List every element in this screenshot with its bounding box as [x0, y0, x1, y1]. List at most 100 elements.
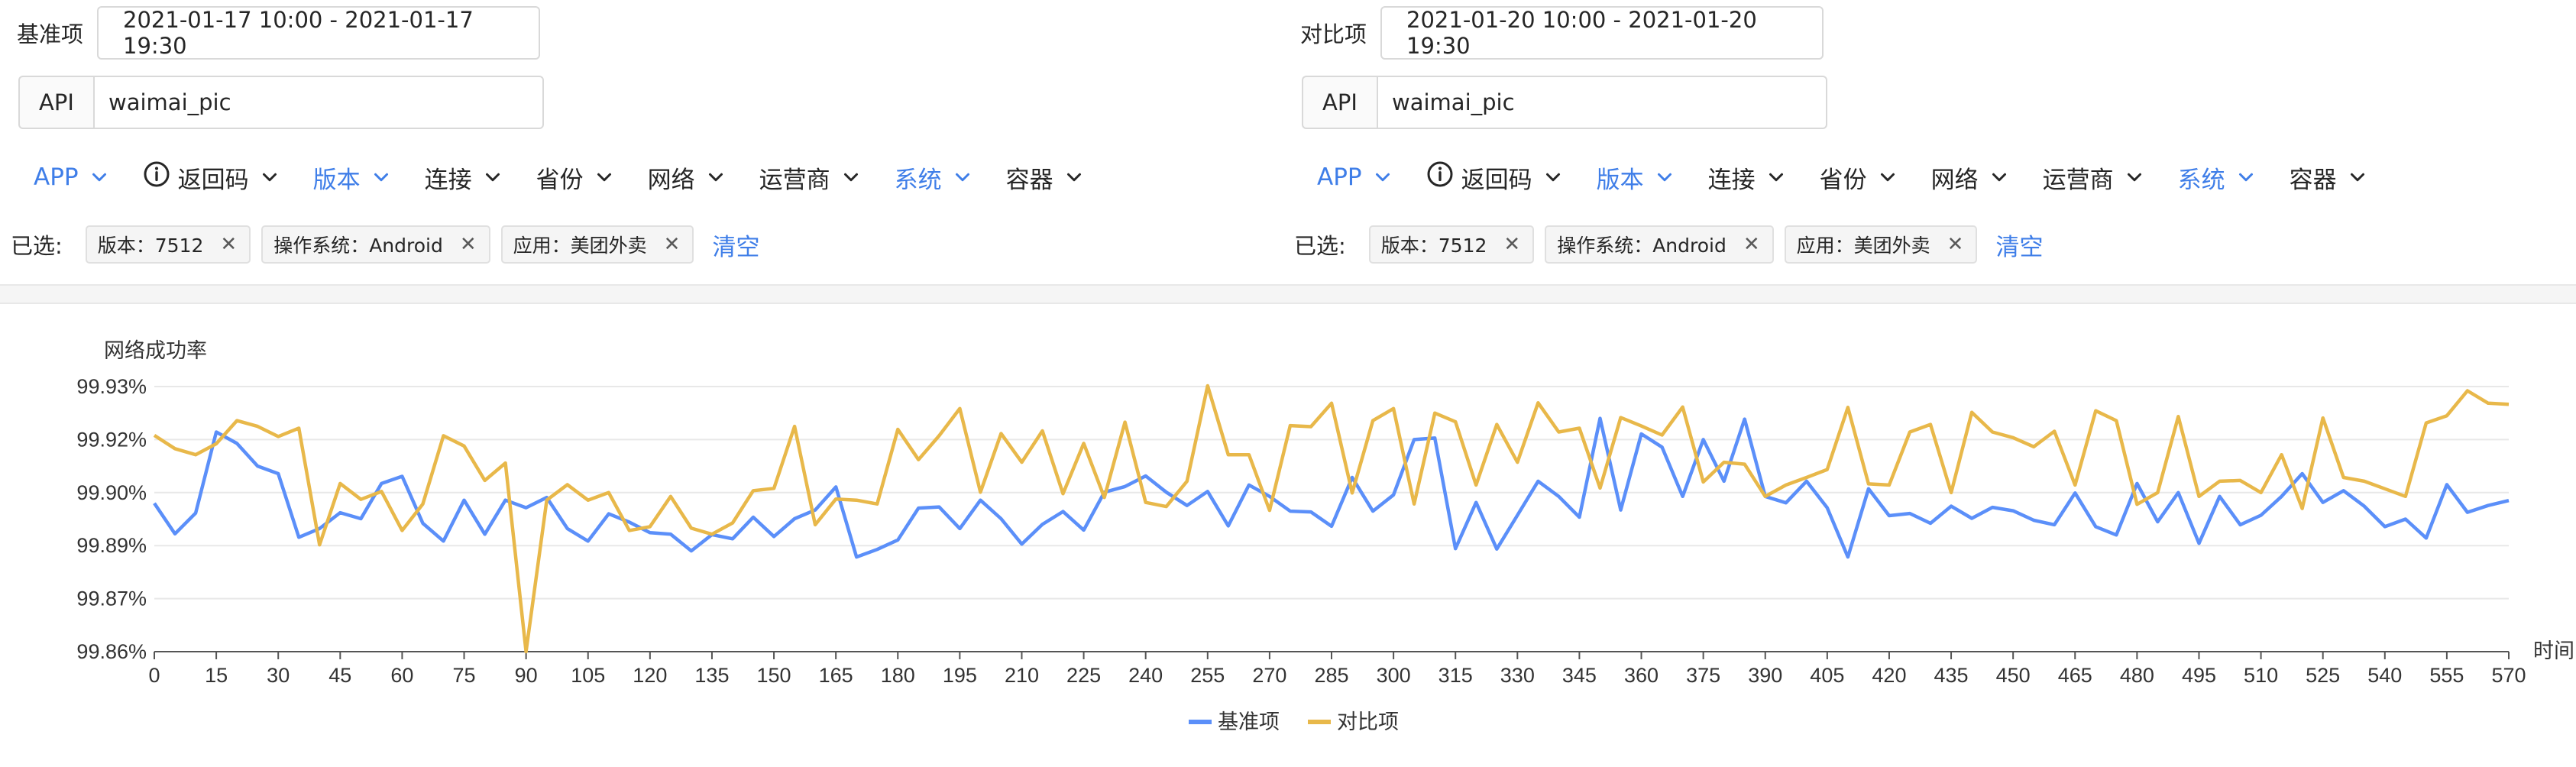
- x-tick-label: 180: [881, 664, 915, 687]
- x-tick-label: 540: [2367, 664, 2402, 687]
- filter-label: 运营商: [2042, 166, 2114, 194]
- x-tick-label: 45: [328, 664, 351, 687]
- close-icon[interactable]: ✕: [1743, 233, 1760, 256]
- x-tick-label: 465: [2058, 664, 2092, 687]
- x-tick-label: 315: [1438, 664, 1473, 687]
- close-icon[interactable]: ✕: [1503, 233, 1521, 256]
- x-tick-label: 60: [390, 664, 413, 687]
- filter-label: 系统: [894, 166, 942, 194]
- baseline-selected-row: 已选: 版本：7512 ✕ 操作系统：Android ✕ 应用：美团外卖 ✕ 清空: [11, 222, 759, 267]
- filter-dropdown[interactable]: 运营商: [759, 160, 862, 195]
- chevron-down-icon: [472, 166, 504, 189]
- filter-dropdown[interactable]: 返回码: [1426, 160, 1565, 195]
- x-tick-label: 555: [2429, 664, 2464, 687]
- baseline-api-input[interactable]: waimai_pic: [93, 76, 544, 129]
- x-tick-label: 525: [2306, 664, 2340, 687]
- x-tick-label: 330: [1500, 664, 1535, 687]
- baseline-filter-bar: APP 返回码 版本 连接 省份 网络 运营商 系统 容器: [34, 156, 1118, 199]
- filter-dropdown[interactable]: 容器: [2290, 160, 2369, 195]
- x-axis-label: 时间: [2533, 639, 2574, 662]
- api-addon-label: API: [18, 76, 93, 129]
- x-tick-label: 240: [1128, 664, 1163, 687]
- x-tick-label: 480: [2120, 664, 2154, 687]
- x-tick-label: 375: [1686, 664, 1720, 687]
- x-tick-label: 360: [1624, 664, 1659, 687]
- x-tick-label: 165: [819, 664, 853, 687]
- x-tick-label: 75: [453, 664, 476, 687]
- x-tick-label: 150: [757, 664, 791, 687]
- tag-label: 版本：7512: [97, 235, 204, 257]
- legend-label: 基准项: [1218, 710, 1280, 733]
- filter-dropdown[interactable]: 连接: [1708, 160, 1788, 195]
- filter-label: 连接: [1707, 166, 1756, 194]
- filter-dropdown[interactable]: 版本: [313, 160, 393, 195]
- series-line-baseline: [153, 416, 2510, 559]
- chevron-down-icon: [1756, 166, 1788, 189]
- filter-dropdown[interactable]: 省份: [536, 160, 616, 195]
- filter-dropdown[interactable]: 系统: [2178, 160, 2257, 195]
- filter-label: 省份: [1819, 166, 1867, 194]
- close-icon[interactable]: ✕: [1947, 233, 1964, 256]
- filter-dropdown[interactable]: 运营商: [2043, 160, 2146, 195]
- section-divider: [0, 284, 2576, 304]
- chevron-down-icon: [1532, 166, 1565, 189]
- filter-label: 返回码: [1461, 166, 1532, 194]
- filter-label: 网络: [647, 166, 695, 194]
- filter-label: 省份: [536, 166, 584, 194]
- info-icon: [143, 160, 178, 194]
- chevron-down-icon: [942, 166, 974, 189]
- chevron-down-icon: [361, 166, 393, 189]
- compare-api-input[interactable]: waimai_pic: [1377, 76, 1827, 129]
- api-addon-label: API: [1302, 76, 1377, 129]
- baseline-label: 基准项: [17, 21, 84, 47]
- y-tick-label: 99.87%: [76, 587, 147, 610]
- chevron-down-icon: [249, 166, 281, 189]
- x-tick-label: 300: [1377, 664, 1411, 687]
- filter-dropdown[interactable]: APP: [1317, 163, 1394, 191]
- compare-api-row: API waimai_pic: [1302, 76, 1827, 129]
- close-icon[interactable]: ✕: [459, 233, 477, 256]
- filter-label: 容器: [1005, 166, 1053, 194]
- filter-dropdown[interactable]: 连接: [425, 160, 504, 195]
- x-tick-label: 345: [1562, 664, 1597, 687]
- close-icon[interactable]: ✕: [663, 233, 681, 256]
- x-tick-label: 270: [1252, 664, 1286, 687]
- filter-dropdown[interactable]: 网络: [1931, 160, 2011, 195]
- x-tick-label: 225: [1066, 664, 1101, 687]
- success-rate-line-chart: 99.86% 99.87% 99.89% 99.90% 99.92% 99.93% 0 15 3…: [76, 339, 2574, 733]
- compare-selected-row: 已选: 版本：7512 ✕ 操作系统：Android ✕ 应用：美团外卖 ✕ 清空: [1294, 222, 2043, 267]
- chevron-down-icon: [830, 166, 862, 189]
- filter-dropdown[interactable]: 系统: [895, 160, 974, 195]
- y-tick-label: 99.93%: [76, 375, 147, 398]
- compare-time-range-picker[interactable]: 2021-01-20 10:00 - 2021-01-20 19:30: [1380, 6, 1824, 60]
- tag-label: 应用：美团外卖: [513, 235, 647, 257]
- filter-label: 网络: [1930, 166, 1979, 194]
- tag-label: 应用：美团外卖: [1796, 235, 1930, 257]
- y-tick-label: 99.90%: [76, 481, 147, 504]
- filter-dropdown[interactable]: 容器: [1006, 160, 1086, 195]
- chevron-down-icon: [2225, 166, 2257, 189]
- filter-dropdown[interactable]: 版本: [1597, 160, 1676, 195]
- filter-dropdown[interactable]: APP: [34, 163, 111, 191]
- compare-time-row: 对比项 2021-01-20 10:00 - 2021-01-20 19:30: [1300, 6, 1824, 60]
- x-tick-label: 570: [2491, 664, 2526, 687]
- filter-label: 连接: [424, 166, 472, 194]
- series-line-compare: [153, 384, 2510, 654]
- filter-label: 版本: [1596, 166, 1644, 194]
- filter-dropdown[interactable]: 网络: [648, 160, 727, 195]
- compare-filter-bar: APP 返回码 版本 连接 省份 网络 运营商 系统 容器: [1317, 156, 2401, 199]
- baseline-time-range-picker[interactable]: 2021-01-17 10:00 - 2021-01-17 19:30: [97, 6, 541, 60]
- x-tick-label: 390: [1748, 664, 1782, 687]
- filter-dropdown[interactable]: 省份: [1820, 160, 1899, 195]
- clear-button[interactable]: 清空: [712, 233, 760, 261]
- x-tick-label: 255: [1190, 664, 1225, 687]
- filter-label: 容器: [2289, 166, 2337, 194]
- clear-button[interactable]: 清空: [1995, 233, 2044, 261]
- close-icon[interactable]: ✕: [220, 233, 238, 256]
- x-tick-label: 420: [1872, 664, 1906, 687]
- tag-label: 操作系统：Android: [1557, 235, 1727, 257]
- compare-panel: 对比项 2021-01-20 10:00 - 2021-01-20 19:30 …: [1283, 0, 2567, 283]
- filter-dropdown[interactable]: 返回码: [143, 160, 281, 195]
- compare-label: 对比项: [1300, 21, 1367, 47]
- chevron-down-icon: [79, 166, 111, 189]
